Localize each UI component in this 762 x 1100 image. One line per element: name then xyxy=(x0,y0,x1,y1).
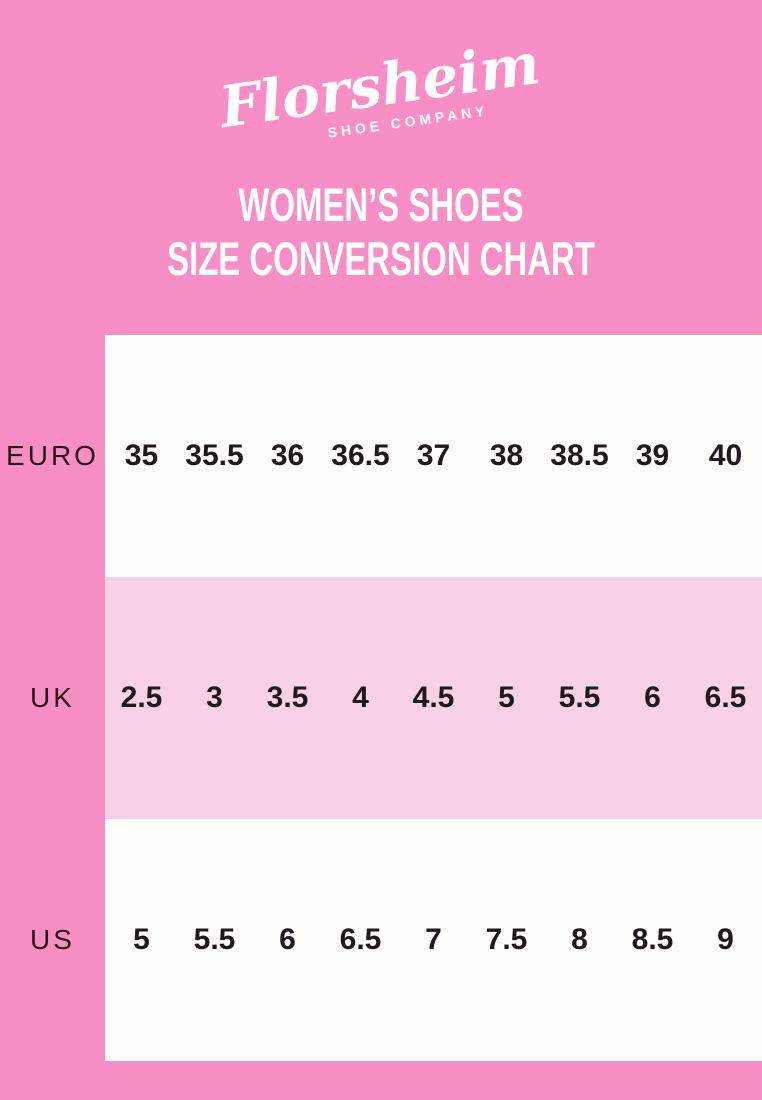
table-row-us: US 5 5.5 6 6.5 7 7.5 8 8.5 9 xyxy=(0,819,762,1061)
page-title: WOMEN’S SHOES SIZE CONVERSION CHART xyxy=(0,178,762,286)
size-value: 38 xyxy=(489,439,524,472)
table-row-uk: UK 2.5 3 3.5 4 4.5 5 5.5 6 6.5 xyxy=(0,577,762,819)
size-value: 5 xyxy=(498,681,515,714)
size-value: 6 xyxy=(644,681,661,714)
size-value: 3.5 xyxy=(266,681,309,714)
row-label-uk: UK xyxy=(30,682,75,713)
size-conversion-table: EURO 35 35.5 36 36.5 37 38 38.5 39 40 UK… xyxy=(0,335,762,1061)
row-label-us: US xyxy=(30,924,75,955)
size-value: 38.5 xyxy=(550,439,609,472)
size-value: 37 xyxy=(416,439,451,472)
size-value: 8 xyxy=(571,923,588,956)
size-value: 40 xyxy=(708,439,743,472)
row-values-uk: 2.5 3 3.5 4 4.5 5 5.5 6 6.5 xyxy=(105,577,762,819)
size-value: 35.5 xyxy=(185,439,244,472)
row-label-euro: EURO xyxy=(6,440,99,471)
brand-logo-inner: Florsheim SHOE COMPANY xyxy=(216,30,545,155)
brand-logo: Florsheim SHOE COMPANY xyxy=(0,30,762,141)
size-value: 9 xyxy=(717,923,734,956)
size-value: 5.5 xyxy=(193,923,236,956)
page-title-line1: WOMEN’S SHOES xyxy=(238,178,524,231)
size-value: 2.5 xyxy=(120,681,163,714)
size-value: 4.5 xyxy=(412,681,455,714)
table-row-euro: EURO 35 35.5 36 36.5 37 38 38.5 39 40 xyxy=(0,335,762,577)
size-value: 8.5 xyxy=(631,923,674,956)
size-value: 36.5 xyxy=(331,439,390,472)
size-value: 7 xyxy=(425,923,442,956)
size-value: 6 xyxy=(279,923,296,956)
row-values-us: 5 5.5 6 6.5 7 7.5 8 8.5 9 xyxy=(105,819,762,1061)
size-value: 35 xyxy=(124,439,159,472)
size-value: 3 xyxy=(206,681,223,714)
size-value: 39 xyxy=(635,439,670,472)
size-value: 7.5 xyxy=(485,923,528,956)
size-value: 5 xyxy=(133,923,150,956)
size-value: 36 xyxy=(270,439,305,472)
size-value: 5.5 xyxy=(558,681,601,714)
size-value: 6.5 xyxy=(704,681,747,714)
page-title-line2: SIZE CONVERSION CHART xyxy=(167,232,595,285)
row-values-euro: 35 35.5 36 36.5 37 38 38.5 39 40 xyxy=(105,335,762,577)
size-value: 6.5 xyxy=(339,923,382,956)
size-value: 4 xyxy=(352,681,369,714)
